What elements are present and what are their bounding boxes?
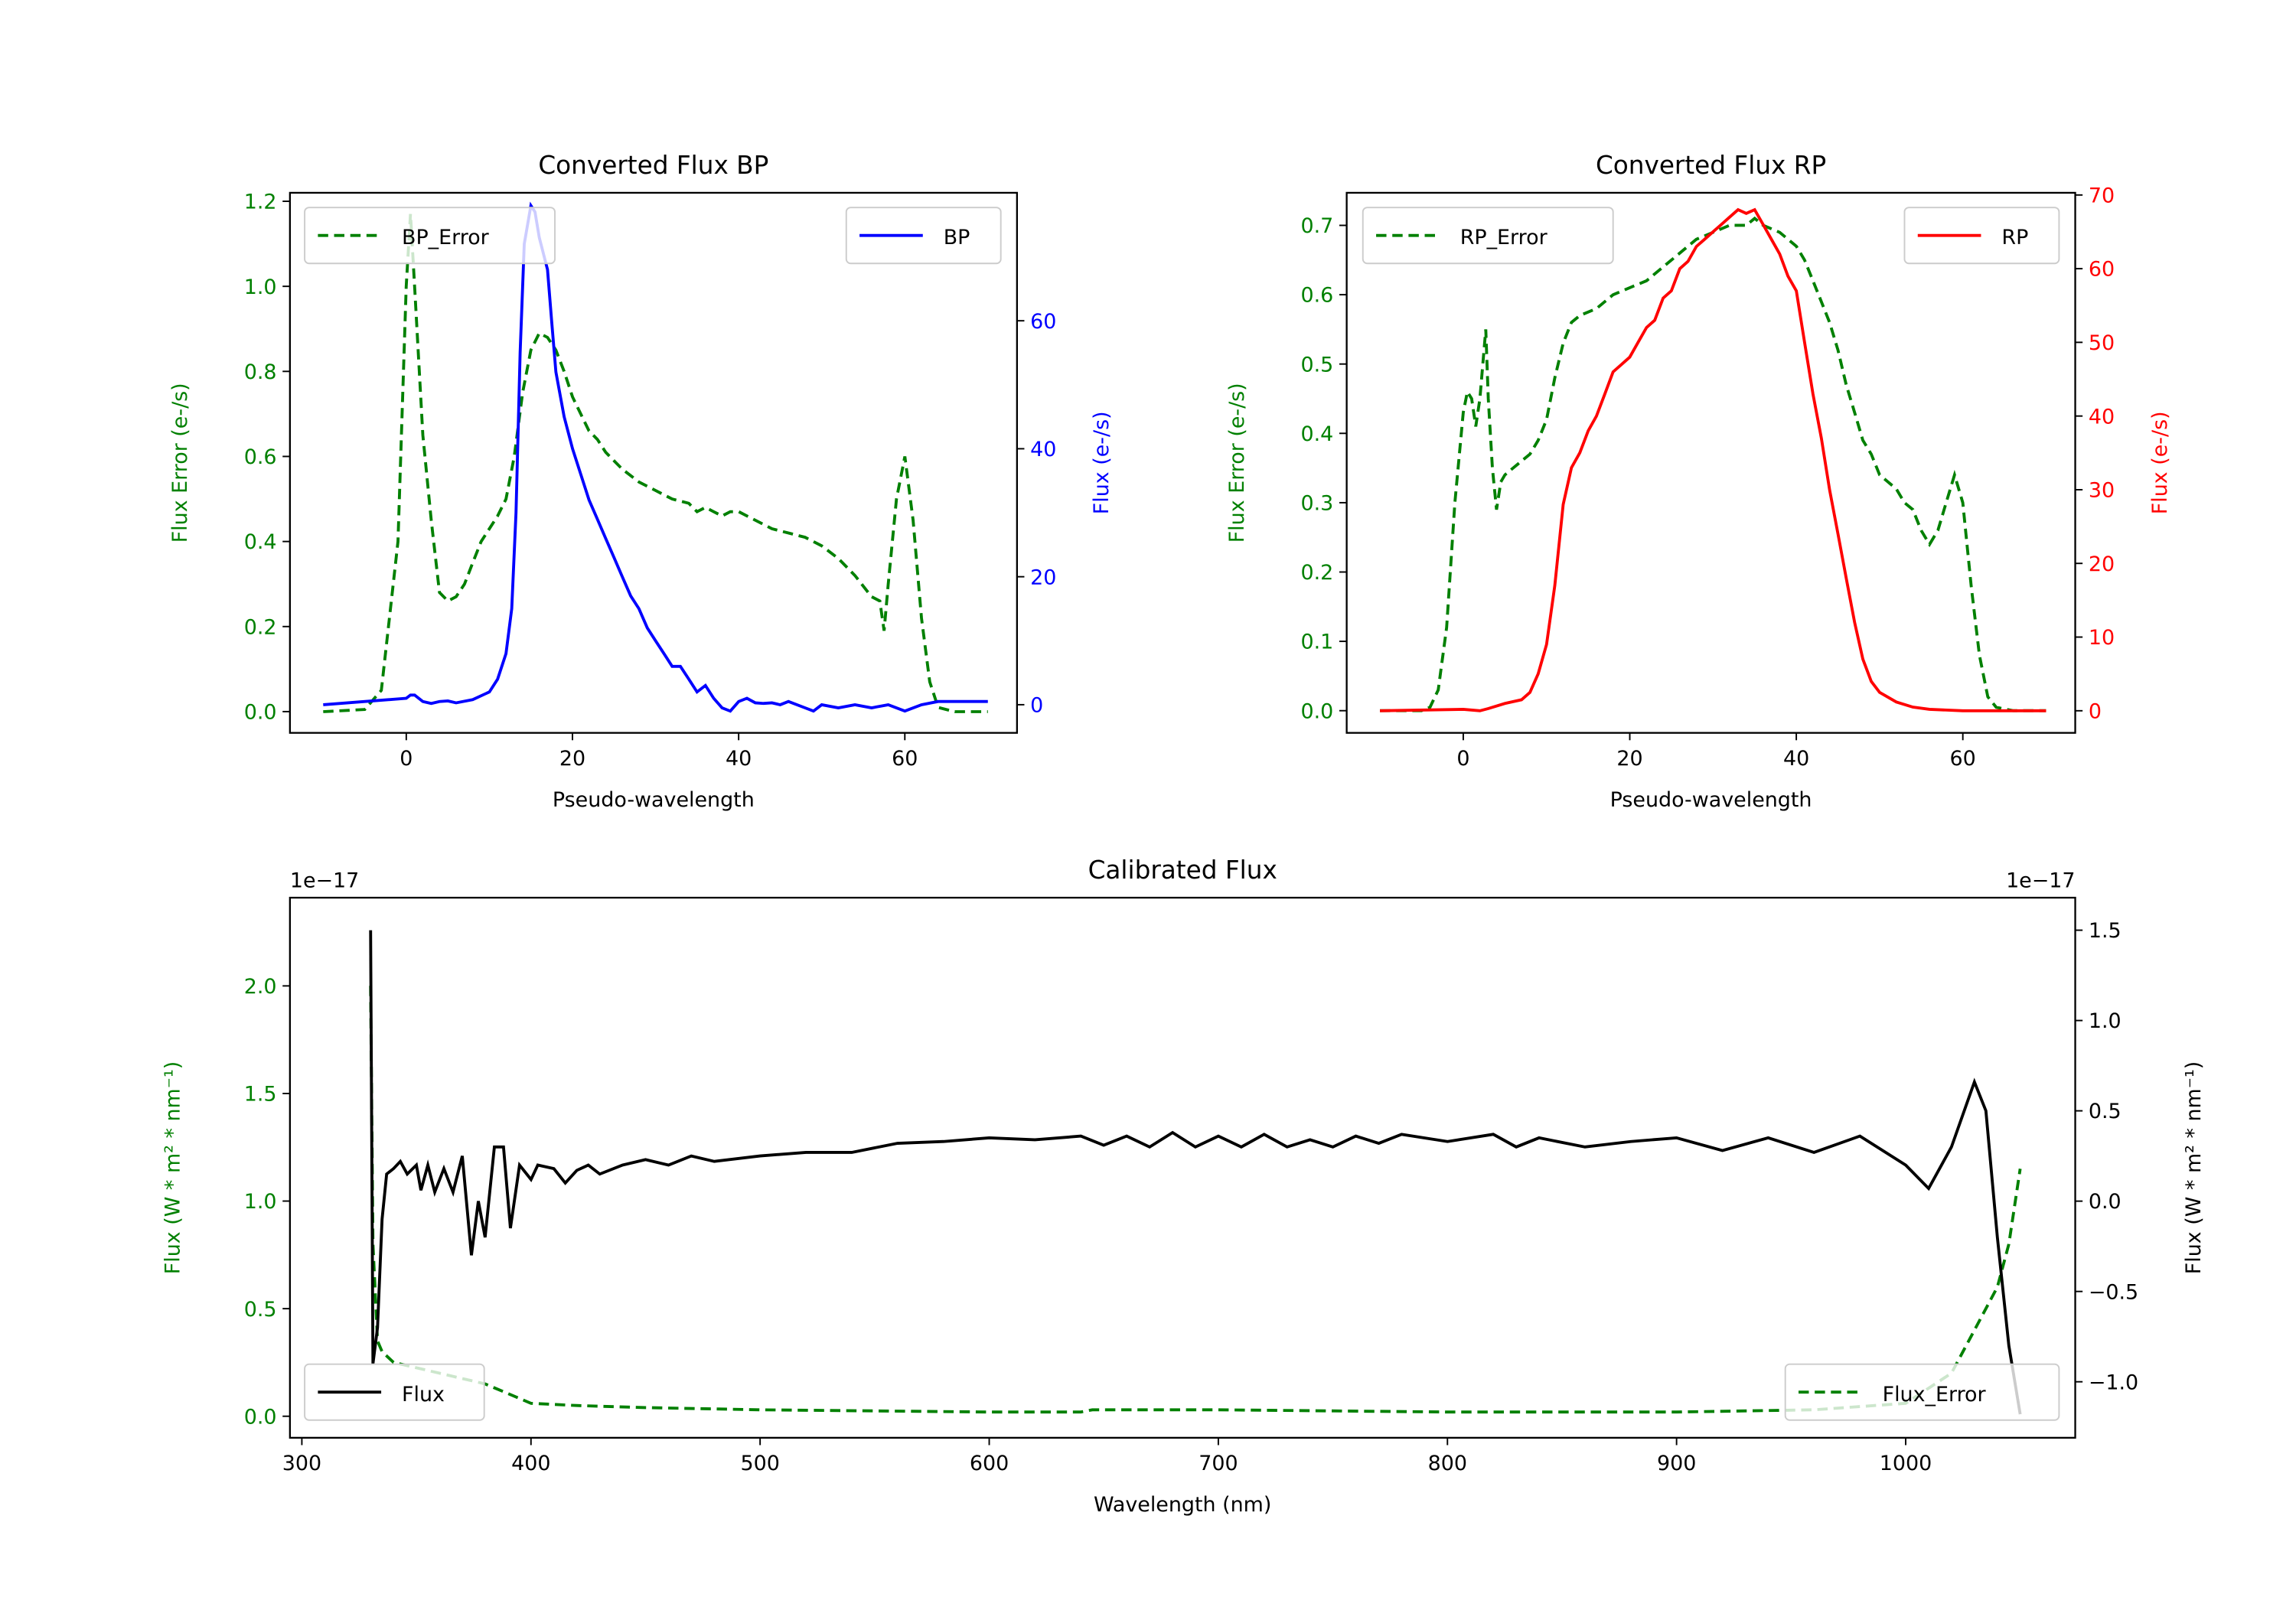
x-tick-label: 0 [400,747,413,771]
x-tick-label: 20 [559,747,585,771]
x-axis-label: Wavelength (nm) [1094,1493,1271,1517]
y-left-offset: 1e−17 [290,869,359,893]
y-left-tick-label: 0.7 [1301,214,1334,238]
subplot-2: RP_Error RP [1339,191,2083,741]
legend-flux: Flux [304,1363,485,1421]
y-left-tick-label: 1.2 [244,191,277,214]
legend-bp: BP [845,207,1002,265]
y-right-tick-label: 50 [2089,331,2115,355]
legend-label: Flux_Error [1883,1383,1987,1407]
axes-frame [1345,191,2076,734]
y-right-tick-label: 0.5 [2089,1100,2122,1123]
y-left-tick-label: 1.0 [244,275,277,299]
legend-label: Flux [402,1383,445,1407]
y-left-tick-label: 0.3 [1301,492,1334,516]
y-right-offset: 1e−17 [2006,869,2075,893]
legend-label: BP [944,226,970,249]
y-left-tick-label: 0.0 [244,1405,277,1429]
x-tick-label: 800 [1428,1452,1467,1475]
chart-title: Converted Flux RP [1596,151,1826,180]
rp_error-line [1380,216,2047,712]
bp-line [323,201,988,713]
x-tick-label: 60 [1950,747,1976,771]
y-right-tick-label: 30 [2089,479,2115,503]
flux-line [369,930,2022,1415]
rp-line [1380,207,2047,712]
y-right-tick-label: 60 [2089,258,2115,282]
y-right-tick-label: 40 [2089,405,2115,429]
chart-title: Calibrated Flux [1088,856,1277,885]
y-left-axis-label: Flux Error (e-/s) [1225,383,1249,543]
chart-title: Converted Flux BP [538,151,768,180]
y-left-axis-label: Flux Error (e-/s) [168,383,192,543]
y-right-tick-label: 1.5 [2089,919,2122,943]
y-right-axis-label: Flux (W * m² * nm⁻¹) [2182,1061,2206,1274]
bp_error-line [323,214,988,713]
x-tick-label: 1000 [1880,1452,1932,1475]
y-left-tick-label: 2.0 [244,975,277,999]
y-left-tick-label: 1.5 [244,1083,277,1107]
legend-rp: RP [1903,207,2060,265]
y-left-tick-label: 1.0 [244,1190,277,1214]
y-left-tick-label: 0.6 [244,445,277,469]
y-right-tick-label: 10 [2089,626,2115,650]
y-right-tick-label: 20 [2089,553,2115,576]
y-left-tick-label: 0.2 [1301,561,1334,585]
x-tick-label: 900 [1657,1452,1696,1475]
y-left-tick-label: 0.1 [1301,631,1334,654]
y-right-tick-label: 70 [2089,184,2115,207]
flux_error-line [369,986,2022,1414]
y-right-axis-label: Flux (e-/s) [2148,411,2172,514]
x-tick-label: 400 [511,1452,550,1475]
y-left-tick-label: 0.4 [244,530,277,554]
y-left-tick-label: 0.0 [1301,699,1334,723]
x-axis-label: Pseudo-wavelength [1610,788,1812,812]
x-tick-label: 500 [740,1452,779,1475]
x-tick-label: 300 [282,1452,321,1475]
y-left-tick-label: 0.4 [1301,422,1334,446]
y-left-axis-label: Flux (W * m² * nm⁻¹) [161,1061,185,1274]
legend-rp-error: RP_Error [1362,207,1614,265]
legend-label: RP [2001,226,2028,249]
x-tick-label: 20 [1616,747,1642,771]
legend-flux-error: Flux_Error [1784,1363,2060,1421]
subplot-1: BP_Error BP [282,191,1025,741]
y-right-axis-label: Flux (e-/s) [1090,411,1114,514]
y-right-tick-label: −1.0 [2089,1371,2138,1394]
legend-label: RP_Error [1460,226,1548,249]
y-right-tick-label: 40 [1030,438,1056,461]
x-tick-label: 40 [1783,747,1809,771]
y-right-tick-label: 0.0 [2089,1190,2122,1214]
x-tick-label: 600 [970,1452,1009,1475]
y-right-tick-label: 0 [2089,699,2102,723]
y-right-tick-label: 60 [1030,310,1056,334]
y-left-tick-label: 0.5 [244,1298,277,1322]
y-right-tick-label: 1.0 [2089,1009,2122,1033]
y-right-tick-label: 20 [1030,566,1056,589]
y-left-tick-label: 0.5 [1301,353,1334,376]
x-tick-label: 40 [726,747,752,771]
x-tick-label: 0 [1456,747,1469,771]
axes-frame [289,191,1018,734]
y-right-tick-label: −0.5 [2089,1280,2138,1304]
legend-label: BP_Error [402,226,490,249]
x-tick-label: 700 [1199,1452,1238,1475]
y-left-tick-label: 0.8 [244,360,277,384]
subplot-3: Flux Flux_Error [282,896,2083,1446]
y-left-tick-label: 0.6 [1301,284,1334,308]
y-left-tick-label: 0.0 [244,701,277,725]
legend-bp-error: BP_Error [304,207,556,265]
x-axis-label: Pseudo-wavelength [553,788,755,812]
y-right-tick-label: 0 [1030,694,1043,718]
axes-frame [289,896,2076,1439]
x-tick-label: 60 [892,747,918,771]
y-left-tick-label: 0.2 [244,615,277,639]
